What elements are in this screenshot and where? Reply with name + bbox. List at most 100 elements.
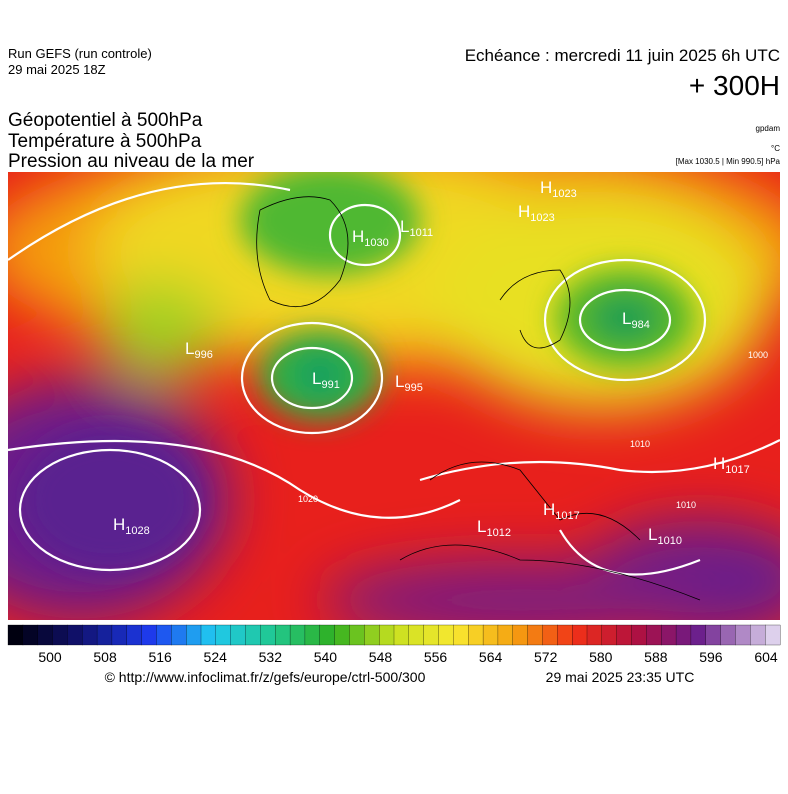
colorbar-cell — [735, 624, 751, 646]
colorbar-cell — [379, 624, 395, 646]
center-type: H — [518, 202, 530, 221]
colorbar-tick-label: 596 — [699, 649, 723, 665]
colorbar-cell — [438, 624, 454, 646]
pressure-center: L996 — [185, 339, 213, 361]
colorbar-cell — [690, 624, 707, 646]
center-value: 1030 — [364, 237, 388, 249]
pressure-center: H1030 — [352, 227, 389, 249]
pressure-center: L1010 — [648, 525, 682, 547]
colorbar-cell — [750, 624, 766, 646]
pressure-center: H1017 — [713, 454, 750, 476]
isobar-label: 1010 — [630, 439, 650, 449]
echeance: Echéance : mercredi 11 juin 2025 6h UTC — [465, 46, 780, 65]
colorbar-cell — [393, 624, 410, 646]
pressure-center: H1017 — [543, 500, 580, 522]
footer-url: © http://www.infoclimat.fr/z/gefs/europe… — [105, 669, 426, 685]
colorbar-cell — [37, 624, 53, 646]
center-value: 1023 — [552, 188, 576, 200]
colorbar-tick-label: 564 — [479, 649, 503, 665]
center-type: L — [477, 517, 486, 536]
title: Température à 500hPa — [8, 131, 202, 152]
center-type: H — [540, 178, 552, 197]
center-type: H — [113, 515, 125, 534]
colorbar-cell — [260, 624, 276, 646]
colorbar-cell — [765, 624, 781, 646]
center-type: H — [352, 227, 364, 246]
center-value: 1023 — [530, 212, 554, 224]
colorbar-cell — [468, 624, 484, 646]
colorbar-tick-label: 548 — [369, 649, 393, 665]
colorbar-cell — [631, 624, 647, 646]
colorbar-cell — [141, 624, 157, 646]
colorbar-tick-label: 500 — [38, 649, 62, 665]
colorbar-tick-label: 604 — [754, 649, 778, 665]
pressure-center: L991 — [312, 369, 340, 391]
colorbar-cell — [423, 624, 439, 646]
colorbar-cell — [453, 624, 469, 646]
colorbar-cell — [289, 624, 306, 646]
center-value: 1028 — [125, 525, 149, 537]
colorbar-cell — [720, 624, 736, 646]
footer-time: 29 mai 2025 23:35 UTC — [546, 669, 695, 685]
colorbar-cell — [96, 624, 113, 646]
title: Pression au niveau de la mer — [8, 151, 255, 172]
colorbar-cell — [200, 624, 217, 646]
colorbar-tick-label: 572 — [534, 649, 558, 665]
center-type: L — [185, 339, 194, 358]
center-type: L — [395, 372, 404, 391]
colorbar-cell — [705, 624, 722, 646]
colorbar-tick-label: 532 — [259, 649, 283, 665]
colorbar-tick-label: 540 — [314, 649, 338, 665]
colorbar-tick-label: 588 — [644, 649, 668, 665]
colorbar-cell — [408, 624, 425, 646]
colorbar-cell — [527, 624, 543, 646]
center-type: L — [312, 369, 321, 388]
colorbar-cell — [601, 624, 618, 646]
colorbar-cell — [7, 624, 24, 646]
colorbar-cell — [215, 624, 232, 646]
colorbar-tick-label: 524 — [204, 649, 228, 665]
isobar-label: 1000 — [748, 350, 768, 360]
center-type: H — [543, 500, 555, 519]
colorbar-cell — [557, 624, 573, 646]
colorbar-tick-label: 580 — [589, 649, 613, 665]
colorbar-cell — [542, 624, 558, 646]
pressure-center: L984 — [622, 309, 650, 331]
colorbar-tick-label: 556 — [424, 649, 448, 665]
colorbar-cell — [646, 624, 662, 646]
colorbar-cell — [22, 624, 39, 646]
center-type: H — [713, 454, 725, 473]
center-type: L — [648, 525, 657, 544]
center-value: 1017 — [555, 510, 579, 522]
run: Run GEFS (run controle) — [8, 46, 152, 61]
colorbar-cell — [364, 624, 380, 646]
colorbar-cell — [334, 624, 350, 646]
center-value: 984 — [631, 319, 649, 331]
isobar-label: 1010 — [676, 500, 696, 510]
pressure-center: H1023 — [540, 178, 577, 200]
colorbar-tick-label: 508 — [93, 649, 117, 665]
unit: °C — [771, 144, 780, 153]
colorbar-cell — [82, 624, 98, 646]
colorbar-cell — [349, 624, 365, 646]
colorbar-cell — [512, 624, 529, 646]
center-value: 1012 — [486, 527, 510, 539]
center-value: 1010 — [657, 535, 681, 547]
pressure-center: L1012 — [477, 517, 511, 539]
center-value: 1017 — [725, 464, 749, 476]
map — [8, 172, 780, 620]
colorbar-cell — [572, 624, 588, 646]
colorbar-cell — [245, 624, 261, 646]
colorbar-tick-label: 516 — [148, 649, 172, 665]
colorbar-cell — [156, 624, 172, 646]
center-type: L — [400, 217, 409, 236]
center-value: 1011 — [409, 227, 433, 239]
colorbar-cell — [111, 624, 128, 646]
title: Géopotentiel à 500hPa — [8, 110, 203, 131]
colorbar-cell — [319, 624, 336, 646]
pressure-center: H1028 — [113, 515, 150, 537]
colorbar-cell — [304, 624, 321, 646]
pressure-center: L995 — [395, 372, 423, 394]
colorbar-cell — [482, 624, 499, 646]
